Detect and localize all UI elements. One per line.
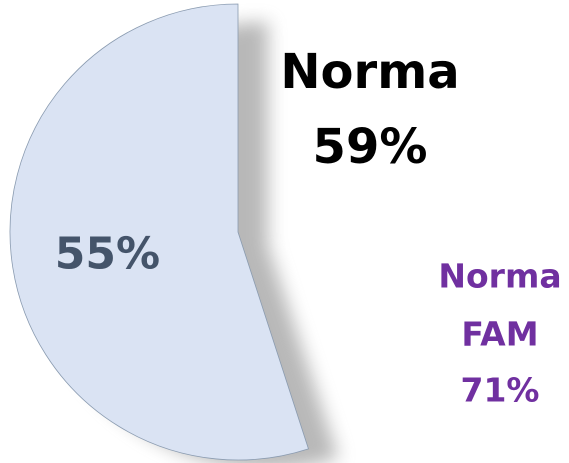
annotation: 59% bbox=[313, 119, 428, 175]
annotation: Norma bbox=[438, 257, 561, 296]
data-label: 55% bbox=[55, 229, 160, 280]
pie-slice bbox=[9, 3, 309, 461]
annotation: FAM bbox=[461, 315, 538, 354]
annotation: Norma bbox=[280, 44, 459, 100]
annotation: 71% bbox=[461, 371, 540, 410]
pie bbox=[9, 3, 339, 463]
labels: 55% Norma 59% Norma FAM 71% bbox=[55, 44, 562, 410]
